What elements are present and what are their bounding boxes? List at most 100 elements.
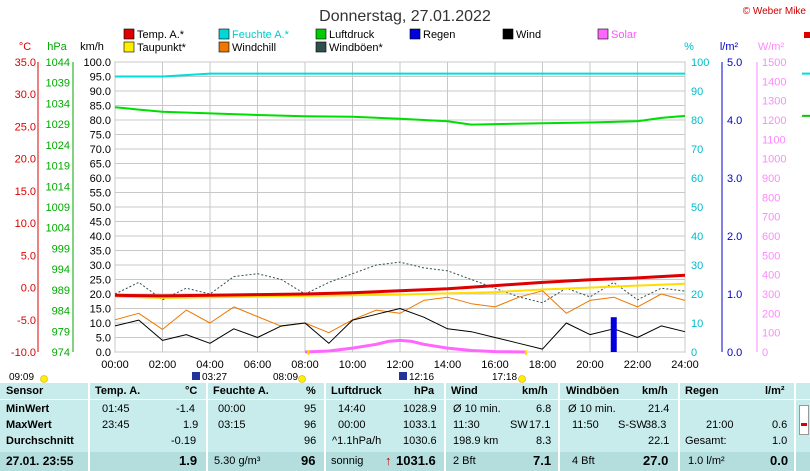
humidity-tick-label: 30 [691, 260, 703, 272]
press-min-time: 14:40 [338, 403, 366, 415]
legend-label: Windchill [232, 42, 276, 54]
hum-avg: 96 [304, 435, 317, 447]
rain-gauge-icon [799, 405, 809, 435]
axis-unit-label: W/m² [758, 41, 785, 53]
copyright-text: © Weber Mike [743, 6, 807, 17]
header-humidity: Feuchte A. [213, 385, 269, 397]
chart-title: Donnerstag, 27.01.2022 [319, 8, 491, 25]
wind-distance: 198.9 km [453, 435, 499, 447]
wind-tick-label: 85.0 [90, 101, 111, 113]
solar-tick-label: 800 [762, 192, 780, 204]
time-tick-label: 02:00 [149, 359, 177, 371]
wind-tick-label: 45.0 [90, 217, 111, 229]
solar-tick-label: 0 [762, 347, 768, 359]
header-rain: Regen [685, 385, 719, 397]
legend-label: Feuchte A.* [232, 29, 290, 41]
axis-unit-label: % [684, 41, 694, 53]
hum-abs: 5.30 g/m³ [214, 455, 261, 467]
humidity-tick-label: 70 [691, 144, 703, 156]
header-gust-unit: km/h [642, 385, 668, 397]
humidity-tick-label: 100 [691, 57, 709, 69]
time-tick-label: 16:00 [481, 359, 509, 371]
weather-chart: Donnerstag, 27.01.2022 © Weber Mike Temp… [9, 6, 810, 383]
wind-tick-label: 15.0 [90, 304, 111, 316]
humidity-tick-label: 60 [691, 173, 703, 185]
hum-min: 95 [304, 403, 317, 415]
legend-label: Taupunkt* [137, 42, 187, 54]
press-max-time: 00:00 [338, 419, 366, 431]
gust-avg-label: Ø 10 min. [568, 403, 616, 415]
header-rain-unit: l/m² [765, 385, 785, 397]
wind-max: 17.1 [529, 419, 551, 431]
weather-forecast: sonnig [331, 455, 364, 467]
wind-current: 7.1 [533, 453, 552, 468]
series-line-solar [304, 338, 526, 354]
wind-tick-label: 0.0 [96, 347, 111, 359]
rain-tick-label: 5.0 [727, 57, 742, 69]
rain-total: 1.0 [772, 435, 788, 447]
legend-label: Luftdruck [329, 29, 375, 41]
header-pressure: Luftdruck [331, 385, 382, 397]
moon-icon [192, 372, 200, 380]
solar-tick-label: 600 [762, 231, 780, 243]
pressure-tick-label: 1024 [46, 140, 70, 152]
col-separator [444, 383, 446, 471]
solar-tick-label: 400 [762, 270, 780, 282]
temp-tick-label: 0.0 [21, 283, 36, 295]
solar-tick-label: 700 [762, 212, 780, 224]
wind-tick-label: 75.0 [90, 130, 111, 142]
sun-moon-events: 09:09 03:27 08:09 12:16 17:18 [9, 350, 527, 383]
time-tick-label: 20:00 [576, 359, 604, 371]
humidity-tick-label: 90 [691, 86, 703, 98]
solar-tick-label: 900 [762, 173, 780, 185]
wind-tick-label: 80.0 [90, 115, 111, 127]
hum-current: 96 [301, 453, 316, 468]
sun-icon [298, 375, 306, 383]
temp-tick-label: 30.0 [15, 89, 36, 101]
wind-avg: 8.3 [536, 435, 552, 447]
time-tick-label: 04:00 [196, 359, 224, 371]
event-time-label: 03:27 [202, 372, 227, 383]
series-line-feuchtea [115, 72, 685, 78]
rain-bar [610, 317, 617, 352]
wind-tick-label: 60.0 [90, 173, 111, 185]
humidity-tick-label: 40 [691, 231, 703, 243]
humidity-tick-label: 50 [691, 202, 703, 214]
temp-min: -1.4 [176, 403, 195, 415]
humidity-tick-label: 20 [691, 289, 703, 301]
temp-tick-label: 35.0 [15, 57, 36, 69]
solar-tick-label: 1100 [762, 134, 786, 146]
wind-tick-label: 95.0 [90, 72, 111, 84]
pressure-tick-label: 979 [52, 326, 70, 338]
wind-bft: 2 Bft [453, 455, 476, 467]
rain-current: 0.0 [770, 453, 789, 468]
temp-tick-label: 5.0 [21, 250, 36, 262]
event-time-label: 09:09 [9, 372, 34, 383]
event-time-label: 17:18 [492, 372, 517, 383]
gust-avg: 22.1 [648, 435, 670, 447]
time-tick-label: 00:00 [101, 359, 129, 371]
legend-swatch [409, 28, 421, 40]
temp-tick-label: 10.0 [15, 218, 36, 230]
header-humidity-unit: % [306, 385, 316, 397]
series-line-taupunkt [114, 282, 686, 299]
legend-swatch [218, 41, 230, 53]
time-tick-label: 12:00 [386, 359, 414, 371]
time-tick-label: 10:00 [339, 359, 367, 371]
gust-min: 21.4 [648, 403, 670, 415]
press-current: 1031.6 [396, 453, 436, 468]
wind-tick-label: 25.0 [90, 275, 111, 287]
rain-max: 0.6 [772, 419, 788, 431]
legend-label: Temp. A.* [137, 29, 185, 41]
wind-tick-label: 10.0 [90, 318, 111, 330]
solar-tick-label: 1000 [762, 154, 786, 166]
axis-unit-label: km/h [80, 41, 104, 53]
pressure-tick-label: 1014 [46, 181, 70, 193]
header-sensor: Sensor [6, 385, 44, 397]
temp-current-marker [804, 32, 810, 38]
legend-label: Windböen* [329, 42, 384, 54]
pressure-tick-label: 1034 [46, 98, 70, 110]
temp-tick-label: 15.0 [15, 186, 36, 198]
wind-tick-label: 65.0 [90, 159, 111, 171]
pressure-tick-label: 1039 [46, 78, 70, 90]
